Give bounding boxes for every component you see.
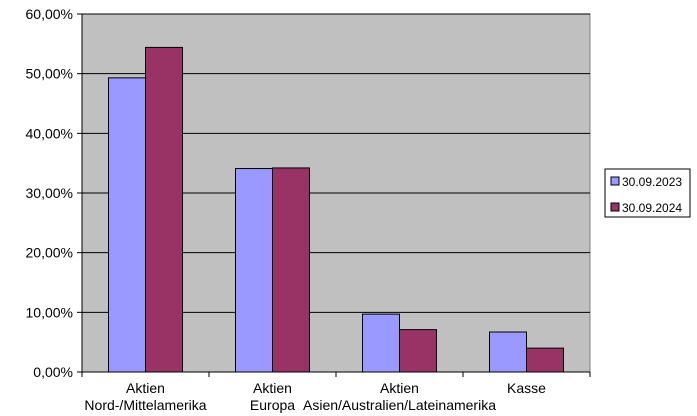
bar-series2 bbox=[399, 329, 437, 373]
y-tick-label: 20,00% bbox=[26, 245, 73, 261]
x-tick-label: Aktien bbox=[380, 380, 419, 396]
y-tick-label: 10,00% bbox=[26, 304, 73, 320]
legend: 30.09.2023 30.09.2024 bbox=[604, 168, 691, 218]
bar-series1 bbox=[108, 77, 146, 373]
legend-swatch bbox=[610, 176, 620, 186]
x-tick-label: Aktien bbox=[253, 380, 292, 396]
y-tick-label: 40,00% bbox=[26, 125, 73, 141]
legend-label: 30.09.2023 bbox=[622, 175, 682, 189]
bar-series1 bbox=[489, 331, 527, 373]
x-axis-labels: AktienNord-/MittelamerikaAktienEuropaAkt… bbox=[81, 371, 591, 413]
legend-label: 30.09.2024 bbox=[622, 201, 682, 215]
y-tick-label: 50,00% bbox=[26, 66, 73, 82]
bar-series1 bbox=[235, 168, 273, 373]
bar-series2 bbox=[272, 167, 310, 373]
y-tick-label: 30,00% bbox=[26, 185, 73, 201]
x-tick-label: Kasse bbox=[507, 380, 546, 396]
bar-series1 bbox=[362, 313, 400, 373]
legend-swatch bbox=[610, 202, 620, 212]
bar-series2 bbox=[145, 46, 183, 373]
y-tick-label: 60,00% bbox=[26, 6, 73, 22]
x-tick-label: Aktien bbox=[126, 380, 165, 396]
y-axis-ticks: 0,00% 10,00% 20,00% 30,00% 40,00% 50,00% 60,00… bbox=[26, 6, 83, 380]
x-tick-label: Asien/Australien/Lateinamerika bbox=[303, 397, 496, 413]
x-tick-label: Europa bbox=[250, 397, 295, 413]
x-tick-label: Nord-/Mittelamerika bbox=[84, 397, 206, 413]
bar-series2 bbox=[526, 347, 564, 373]
bars bbox=[108, 46, 564, 373]
y-tick-label: 0,00% bbox=[33, 364, 73, 380]
